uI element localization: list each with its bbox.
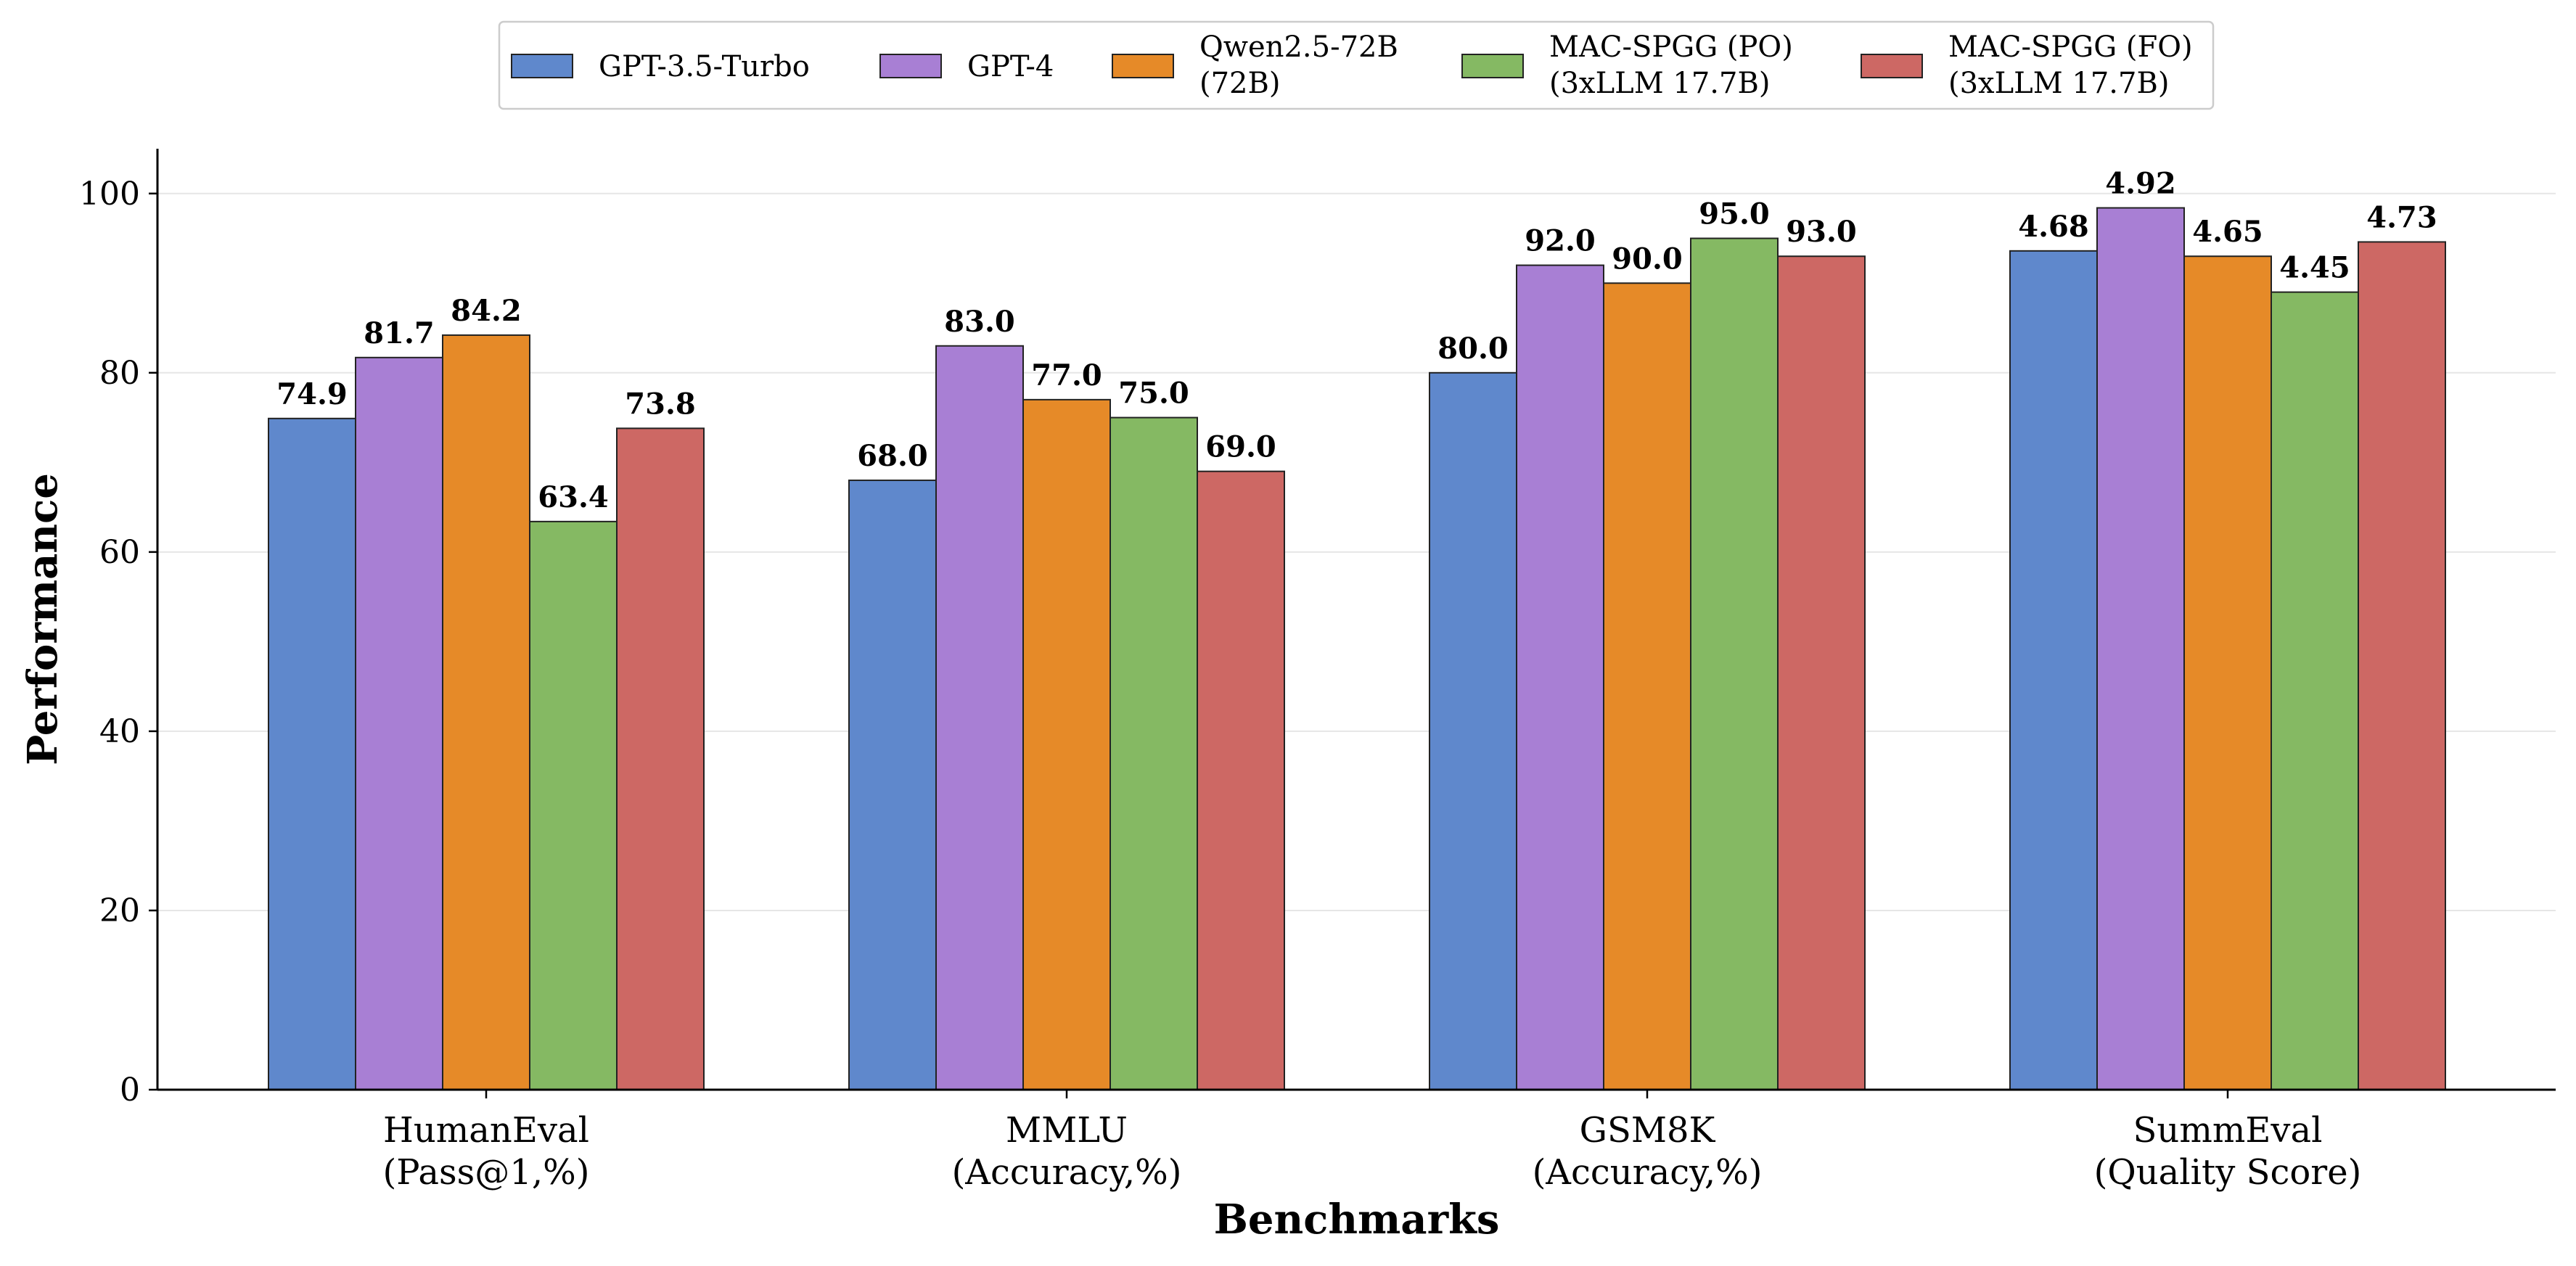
legend-label: Qwen2.5-72B (1199, 30, 1398, 64)
y-tick-label: 100 (79, 176, 140, 213)
legend-label: MAC-SPGG (PO) (1549, 30, 1793, 64)
bar (529, 520, 618, 1090)
data-label: 93.0 (1786, 215, 1856, 249)
bar (2271, 291, 2359, 1091)
data-label: 90.0 (1612, 242, 1682, 276)
legend-label: GPT-4 (967, 50, 1054, 83)
y-tick-label: 80 (99, 355, 140, 392)
data-label: 81.7 (364, 316, 434, 350)
data-label: 4.92 (2105, 167, 2175, 201)
x-tick-label: SummEval (2133, 1110, 2323, 1151)
legend-label: (3xLLM 17.7B) (1549, 67, 1770, 100)
bar (1603, 282, 1691, 1090)
data-label: 74.9 (276, 377, 347, 411)
x-tick-label: HumanEval (383, 1110, 589, 1151)
data-label: 68.0 (857, 439, 927, 473)
legend-label: (3xLLM 17.7B) (1948, 67, 2169, 100)
data-label: 80.0 (1437, 332, 1508, 366)
data-label: 92.0 (1525, 224, 1595, 258)
bar (935, 345, 1024, 1090)
y-axis-title: Performance (19, 473, 67, 765)
bar (355, 356, 443, 1090)
legend-swatch (511, 54, 573, 78)
bar (442, 334, 530, 1090)
x-tick-label: (Quality Score) (2094, 1152, 2362, 1193)
legend-label: (72B) (1199, 67, 1281, 100)
y-tick-label: 40 (99, 713, 140, 750)
bars (268, 207, 2446, 1091)
legend-label: MAC-SPGG (FO) (1948, 30, 2193, 64)
bar (1777, 255, 1866, 1091)
data-labels: 74.9 81.7 84.2 63.4 73.8 68.0 83.0 77.0 75.0 69.0… (276, 167, 2437, 514)
bar (1197, 470, 1285, 1090)
data-label: 73.8 (625, 387, 695, 421)
axes: 020406080100HumanEval(Pass@1,%)MMLU(Accu… (19, 149, 2556, 1244)
data-label: 84.2 (451, 294, 521, 328)
y-tick-label: 60 (99, 534, 140, 571)
data-label: 4.68 (2018, 210, 2088, 244)
legend-swatch (1861, 54, 1923, 78)
bar (1690, 237, 1779, 1090)
bar (2358, 241, 2446, 1091)
bar (1109, 416, 1198, 1090)
bar (1022, 398, 1111, 1090)
bar (1516, 264, 1604, 1091)
legend-swatch (1461, 54, 1524, 78)
legend: GPT-3.5-Turbo GPT-4 Qwen2.5-72B(72B) MAC-SP… (498, 20, 2215, 110)
x-axis-title: Benchmarks (1214, 1196, 1500, 1244)
data-label: 4.73 (2366, 200, 2437, 234)
data-label: 75.0 (1118, 377, 1189, 411)
x-tick-label: (Accuracy,%) (1533, 1152, 1763, 1193)
legend-box (498, 20, 2215, 110)
x-tick-label: GSM8K (1580, 1110, 1716, 1151)
x-tick-label: (Pass@1,%) (383, 1152, 590, 1193)
data-label: 83.0 (944, 305, 1014, 339)
bar (268, 417, 356, 1090)
data-label: 63.4 (538, 480, 608, 514)
data-label: 4.45 (2279, 251, 2350, 285)
y-tick-label: 20 (99, 892, 140, 929)
bar (616, 427, 705, 1090)
legend-swatch (879, 54, 942, 78)
data-label: 95.0 (1699, 197, 1769, 231)
legend-swatch (1112, 54, 1174, 78)
bar (848, 480, 937, 1090)
data-label: 69.0 (1205, 430, 1276, 464)
bar (2096, 207, 2185, 1090)
x-tick-label: MMLU (1006, 1110, 1128, 1151)
bar (2183, 255, 2272, 1091)
y-tick-label: 0 (120, 1072, 140, 1109)
legend-label: GPT-3.5-Turbo (599, 50, 810, 83)
data-label: 77.0 (1031, 358, 1102, 392)
x-tick-label: (Accuracy,%) (952, 1152, 1182, 1193)
data-label: 4.65 (2192, 215, 2263, 249)
bar (1429, 371, 1517, 1090)
bar (2009, 250, 2098, 1090)
